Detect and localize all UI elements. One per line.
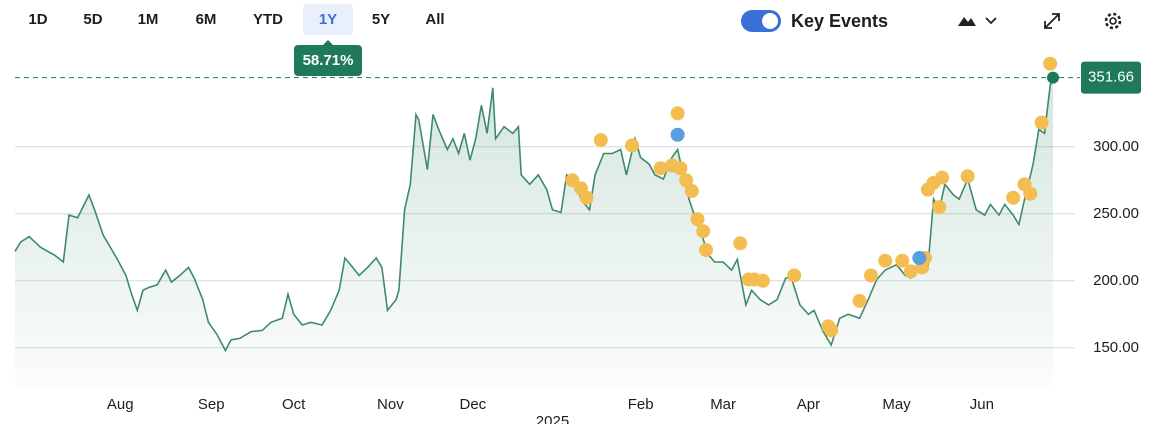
x-tick-label: 2025 [536,413,569,424]
key-event[interactable] [670,106,685,121]
x-tick-label: Jun [970,396,994,413]
x-tick-label: Apr [797,396,820,413]
key-event[interactable] [684,184,699,199]
key-event[interactable] [912,251,927,266]
x-tick-label: Feb [628,396,654,413]
key-event[interactable] [935,170,950,185]
key-event[interactable] [1034,115,1049,130]
key-event[interactable] [878,253,893,268]
toggle-knob[interactable] [762,13,778,29]
chart-type-icon[interactable] [958,17,976,26]
x-tick-label: Sep [198,396,225,413]
expand-icon[interactable] [1044,13,1060,29]
chart-type-caret[interactable] [985,17,997,25]
key-event[interactable] [1023,186,1038,201]
key-event[interactable] [863,268,878,283]
x-tick-label: Nov [377,396,404,413]
key-event[interactable] [625,138,640,153]
key-event[interactable] [670,127,685,142]
key-event[interactable] [690,212,705,227]
key-event[interactable] [1006,190,1021,205]
range-tab[interactable]: YTD [253,11,283,28]
key-event[interactable] [755,273,770,288]
x-tick-label: May [882,396,911,413]
tab-selected-bg[interactable] [303,4,353,35]
last-price-dot [1047,71,1059,84]
x-tick-label: Oct [282,396,306,413]
change-badge-arrow [322,40,334,46]
key-event[interactable] [852,293,867,308]
toggle-label[interactable]: Key Events [791,11,888,31]
range-tab[interactable]: 6M [196,11,217,28]
key-event[interactable] [696,224,711,239]
settings-icon[interactable] [1104,12,1122,30]
key-event[interactable] [593,133,608,148]
change-badge [294,45,362,76]
y-tick-label: 200.00 [1093,272,1139,289]
range-tab[interactable]: 1Y [319,11,337,28]
range-tab[interactable]: All [425,11,444,28]
key-event[interactable] [673,161,688,176]
key-event[interactable] [960,169,975,184]
change-badge-text: 58.71% [303,52,354,69]
key-event[interactable] [679,173,694,188]
x-tick-label: Aug [107,396,134,413]
y-tick-label: 250.00 [1093,205,1139,222]
price-area [15,77,1053,388]
y-tick-label: 300.00 [1093,138,1139,155]
key-event[interactable] [903,264,918,279]
range-tab[interactable]: 1D [28,11,47,28]
key-event[interactable] [824,323,839,338]
range-tab[interactable]: 5Y [372,11,390,28]
key-event[interactable] [1043,56,1058,71]
x-tick-label: Mar [710,396,736,413]
range-tab[interactable]: 5D [83,11,102,28]
key-event[interactable] [653,161,668,176]
price-line [14,77,1054,353]
last-price-badge [1081,61,1141,94]
y-tick-label: 150.00 [1093,339,1139,356]
settings-icon-center[interactable] [1109,17,1117,25]
key-event[interactable] [895,253,910,268]
x-tick-label: Dec [460,396,487,413]
key-event[interactable] [932,200,947,215]
last-price-label: 351.66 [1088,69,1134,86]
key-event[interactable] [699,242,714,257]
key-event[interactable] [787,268,802,283]
key-event[interactable] [579,190,594,205]
range-tab[interactable]: 1M [138,11,159,28]
key-event[interactable] [733,236,748,251]
